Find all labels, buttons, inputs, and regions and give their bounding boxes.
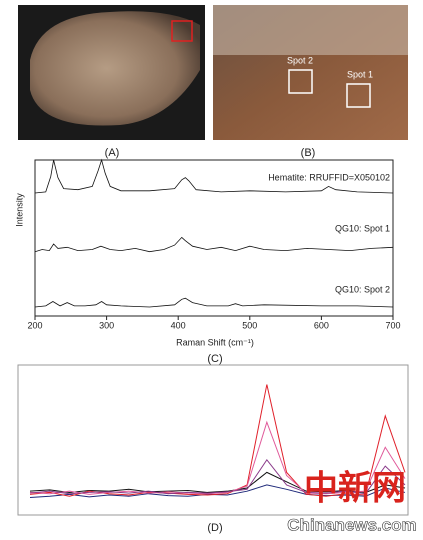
spot-label: Spot 2 bbox=[287, 55, 313, 65]
panel-label: (B) bbox=[301, 147, 316, 159]
trace bbox=[29, 420, 406, 495]
spectrum bbox=[34, 297, 394, 308]
spot-box bbox=[288, 69, 313, 94]
trace bbox=[29, 458, 406, 495]
x-tick-label: 300 bbox=[99, 320, 114, 330]
x-tick-label: 600 bbox=[314, 320, 329, 330]
highlight-box bbox=[171, 20, 193, 42]
series-label: Hematite: RRUFFID=X050102 bbox=[268, 172, 390, 182]
x-tick-label: 400 bbox=[171, 320, 186, 330]
spectrum bbox=[34, 158, 394, 194]
plot-frame bbox=[17, 364, 409, 516]
x-tick-label: 500 bbox=[242, 320, 257, 330]
spot-box bbox=[346, 83, 371, 108]
x-tick-label: 700 bbox=[385, 320, 400, 330]
trace bbox=[29, 471, 406, 493]
plot-frame bbox=[34, 159, 394, 317]
spectrum bbox=[34, 236, 394, 253]
watermark: Chinanews.com bbox=[287, 515, 416, 534]
series-label: QG10: Spot 2 bbox=[335, 284, 390, 294]
spot-label: Spot 1 bbox=[347, 69, 373, 79]
y-axis-label: Intensity bbox=[14, 193, 24, 227]
x-axis-label: Raman Shift (cm⁻¹) bbox=[176, 337, 254, 347]
panel-label: (C) bbox=[207, 353, 222, 365]
background bbox=[213, 5, 408, 55]
watermark: 中新网 bbox=[304, 469, 406, 509]
series-label: QG10: Spot 1 bbox=[335, 223, 390, 233]
panel-label: (A) bbox=[105, 147, 120, 159]
trace bbox=[29, 384, 406, 497]
panel-label: (D) bbox=[207, 522, 222, 534]
x-tick-label: 200 bbox=[27, 320, 42, 330]
rock bbox=[30, 11, 200, 126]
